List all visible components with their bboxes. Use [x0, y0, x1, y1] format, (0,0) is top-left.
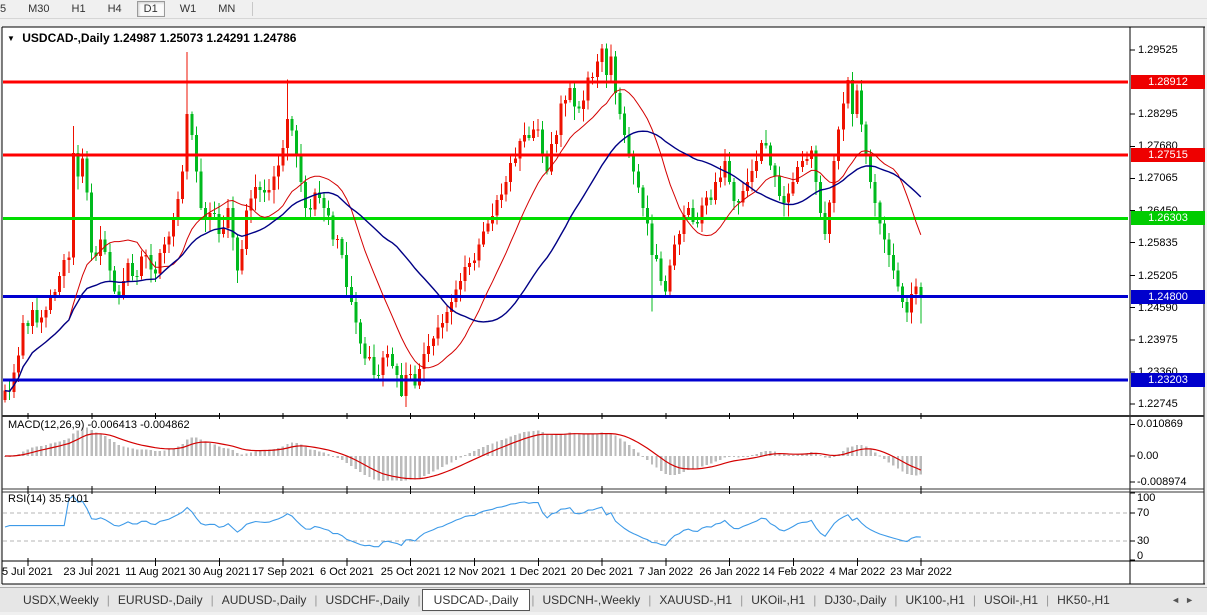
- timeframe-button-h4[interactable]: H4: [107, 3, 122, 15]
- rsi-line: [4, 495, 921, 548]
- axis-ticks: [27, 49, 1135, 566]
- horizontal-lines-layer[interactable]: [3, 80, 1128, 382]
- tab-separator: |: [740, 593, 744, 607]
- tab-separator: |: [210, 593, 214, 607]
- tab-audusd-daily[interactable]: AUDUSD-,Daily: [221, 593, 307, 607]
- tab-eurusd-daily[interactable]: EURUSD-,Daily: [117, 593, 203, 607]
- timeframe-button-d1[interactable]: D1: [136, 1, 165, 17]
- toolbar-separator: [252, 2, 254, 16]
- tab-dj30-daily[interactable]: DJ30-,Daily: [824, 593, 887, 607]
- tab-usdcnh-weekly[interactable]: USDCNH-,Weekly: [542, 593, 641, 607]
- timeframe-button-mn[interactable]: MN: [218, 3, 236, 15]
- timeframe-button-w1[interactable]: W1: [179, 3, 197, 15]
- window-bottom-strip: [0, 612, 1207, 615]
- tab-scroll-arrows[interactable]: ◄►: [1171, 595, 1199, 605]
- chart-frame-background: [2, 27, 1205, 584]
- timeframe-button-m30[interactable]: M30: [28, 3, 50, 15]
- frame-lines: [1, 26, 1205, 585]
- tab-separator: |: [894, 593, 898, 607]
- timeframe-toolbar: 5 M30 H1 H4 D1 W1 MN: [0, 0, 1207, 19]
- tab-hk50-h1[interactable]: HK50-,H1: [1057, 593, 1110, 607]
- tab-usoil-h1[interactable]: USOil-,H1: [984, 593, 1039, 607]
- ma-slow-line: [4, 130, 922, 392]
- tab-usdcad-daily[interactable]: USDCAD-,Daily: [421, 589, 531, 611]
- tab-separator: |: [314, 593, 318, 607]
- macd-signal-line: [5, 433, 922, 480]
- tab-separator: |: [106, 593, 110, 607]
- chart-tabs-bar: USDX,Weekly | EURUSD-,Daily | AUDUSD-,Daily |…: [0, 587, 1207, 612]
- tab-uk100-h1[interactable]: UK100-,H1: [905, 593, 965, 607]
- tab-usdchf-daily[interactable]: USDCHF-,Daily: [325, 593, 410, 607]
- tab-separator: |: [972, 593, 976, 607]
- tab-separator: |: [648, 593, 652, 607]
- macd-pane: [3, 427, 922, 482]
- tab-usdx-weekly[interactable]: USDX,Weekly: [23, 593, 99, 607]
- tab-ukoil-h1[interactable]: UKOil-,H1: [751, 593, 806, 607]
- tab-separator: |: [813, 593, 817, 607]
- timeframe-button-h1[interactable]: H1: [71, 3, 86, 15]
- rsi-pane: [3, 495, 1128, 548]
- tab-separator: |: [531, 593, 535, 607]
- tab-xauusd-h1[interactable]: XAUUSD-,H1: [659, 593, 733, 607]
- timeframe-button-5[interactable]: 5: [0, 3, 7, 15]
- tab-separator: |: [417, 593, 421, 607]
- tab-separator: |: [1046, 593, 1050, 607]
- ma-fast-line: [4, 89, 922, 392]
